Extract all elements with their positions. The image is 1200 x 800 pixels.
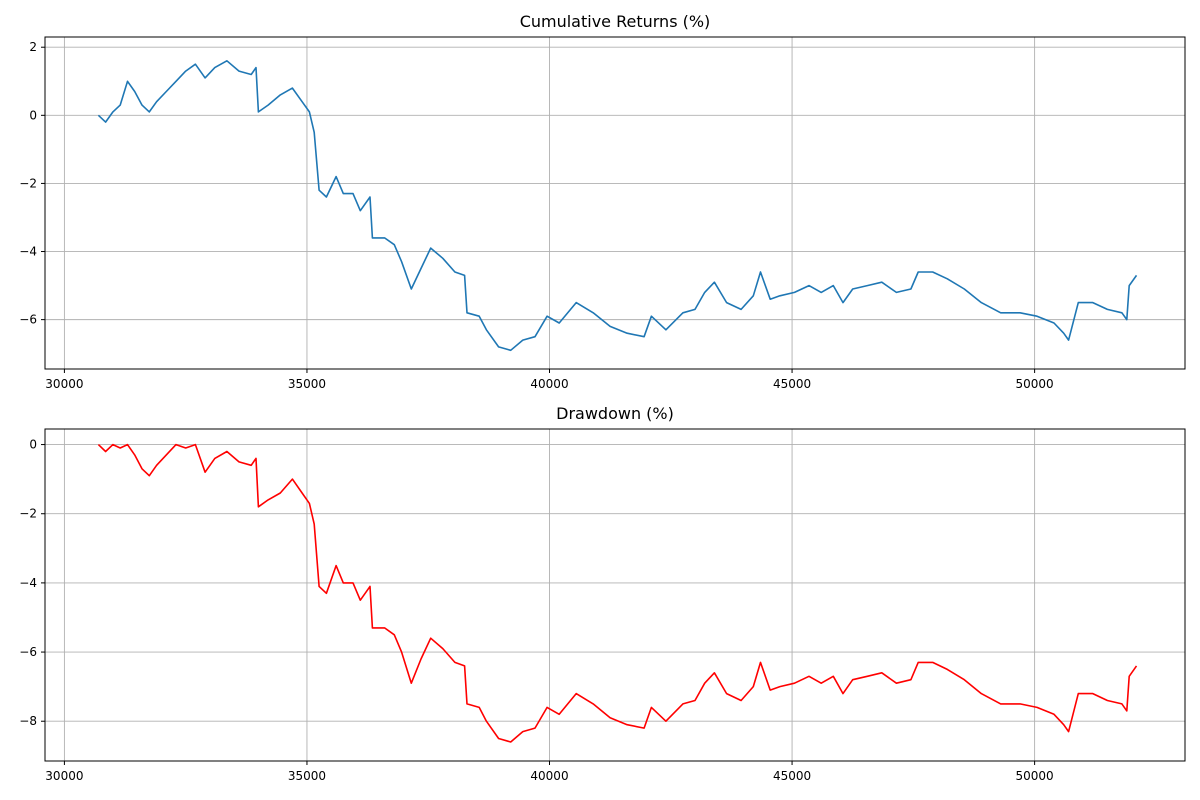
cumulative-returns-chart: Cumulative Returns (%) 30000 35000 40000 45… [19, 12, 1186, 391]
drawdown-chart: Drawdown (%) 30000 35000 40000 45000 50000 0 −… [19, 404, 1186, 783]
x-tick-label: 50000 [1016, 769, 1054, 783]
plot-frame [44, 36, 1186, 370]
x-tick-label: 35000 [288, 377, 326, 391]
y-tick-label: 0 [29, 108, 37, 122]
x-tick-label: 45000 [773, 769, 811, 783]
ticks: 30000 35000 40000 45000 50000 0 −2 −4 −6 −8 [19, 438, 1053, 783]
y-tick-label: 2 [29, 40, 37, 54]
grid [45, 37, 1185, 369]
x-tick-label: 35000 [288, 769, 326, 783]
chart-title: Cumulative Returns (%) [520, 12, 711, 31]
y-tick-label: −4 [19, 245, 37, 259]
y-tick-label: −6 [19, 313, 37, 327]
y-tick-label: −2 [19, 507, 37, 521]
ticks: 30000 35000 40000 45000 50000 2 0 −2 −4 −6 [19, 40, 1053, 391]
plot-frame [44, 428, 1186, 762]
y-tick-label: 0 [29, 438, 37, 452]
x-tick-label: 40000 [530, 769, 568, 783]
y-tick-label: −8 [19, 714, 37, 728]
x-tick-label: 50000 [1016, 377, 1054, 391]
x-tick-label: 30000 [45, 377, 83, 391]
series-line [97, 60, 1138, 352]
grid [45, 429, 1185, 761]
y-tick-label: −2 [19, 176, 37, 190]
chart-title: Drawdown (%) [556, 404, 674, 423]
x-tick-label: 45000 [773, 377, 811, 391]
series-line [97, 443, 1138, 743]
y-tick-label: −6 [19, 645, 37, 659]
x-tick-label: 40000 [530, 377, 568, 391]
x-tick-label: 30000 [45, 769, 83, 783]
y-tick-label: −4 [19, 576, 37, 590]
